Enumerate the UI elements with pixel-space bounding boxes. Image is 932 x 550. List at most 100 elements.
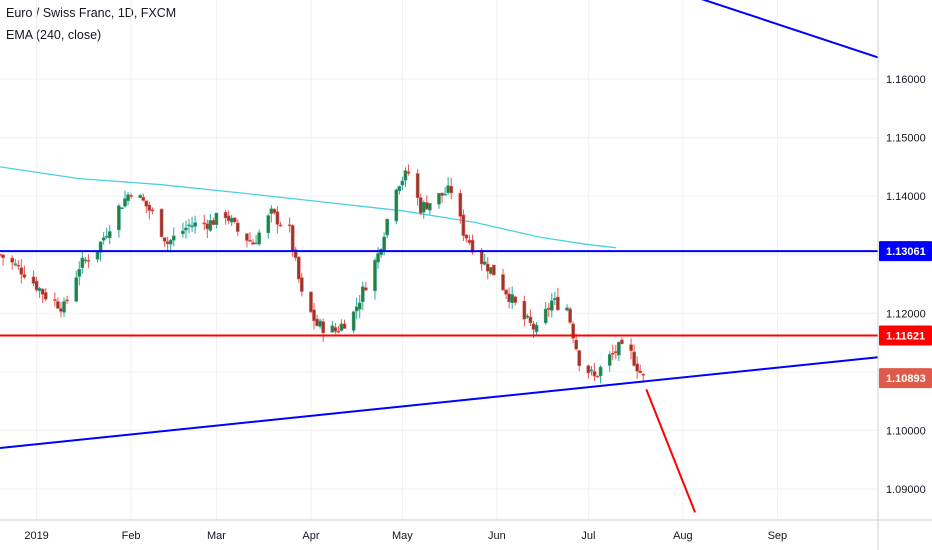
candle-body (610, 352, 615, 355)
candle-body (287, 224, 292, 227)
trend-line (0, 356, 879, 449)
candle-body (117, 205, 121, 231)
candle-body (13, 263, 18, 265)
candle-body (373, 260, 377, 292)
price-axis[interactable]: 1.090001.100001.110001.120001.130001.140… (886, 74, 926, 496)
candle-body (34, 280, 39, 291)
candle-body (159, 208, 164, 238)
candle-body (1, 254, 5, 258)
candle-body (428, 203, 432, 211)
candle-body (617, 341, 621, 356)
candle-body (232, 217, 237, 223)
candle-body (443, 193, 447, 196)
candle-body (245, 233, 249, 241)
candle-body (251, 242, 255, 245)
candle-body (126, 194, 130, 202)
candle-body (440, 192, 444, 196)
candle-body (577, 350, 582, 366)
candle-body (458, 192, 463, 217)
time-tick-label: May (392, 530, 413, 542)
candle-body (205, 223, 210, 230)
candle-body (184, 227, 188, 231)
candle-body (211, 220, 216, 225)
price-tag-label: 1.13061 (886, 246, 926, 258)
candle-body (171, 235, 176, 241)
candle-body (376, 253, 380, 263)
candle-body (107, 231, 112, 239)
candle-body (446, 185, 450, 194)
candle-body (501, 274, 505, 291)
candle-body (190, 225, 194, 228)
candle-body (565, 307, 569, 311)
candle-body (123, 198, 127, 207)
candle-body (415, 173, 420, 198)
price-tag-box (879, 241, 932, 262)
candle-body (614, 351, 618, 353)
candle-body (513, 296, 518, 303)
candle-body (187, 224, 191, 227)
candle-body (385, 218, 389, 236)
candle-body (354, 306, 359, 312)
time-tick-label: 2019 (24, 530, 48, 542)
candle-body (144, 200, 149, 207)
price-tick-label: 1.09000 (886, 484, 926, 496)
time-tick-label: Aug (673, 530, 693, 542)
candle-body (56, 301, 60, 309)
candle-body (53, 299, 57, 301)
candle-body (162, 237, 167, 242)
candle-body (59, 308, 63, 312)
candle-body (479, 249, 484, 265)
candle-body (181, 230, 185, 235)
candle-body (553, 298, 557, 300)
candle-body (193, 222, 197, 227)
candle-body (437, 192, 441, 205)
candle-body (226, 215, 231, 221)
candle-body (507, 293, 511, 303)
candle-body (296, 256, 301, 280)
candle-body (150, 209, 155, 212)
candle-body (403, 170, 408, 181)
drawn-lines[interactable] (0, 0, 879, 513)
candle-body (208, 220, 213, 231)
candle-body (549, 300, 554, 311)
candle-body (272, 208, 277, 214)
price-tag-label: 1.11621 (886, 330, 925, 342)
candle-body (357, 302, 362, 310)
candle-body (400, 180, 405, 186)
candle-body (22, 274, 27, 278)
candle-body (147, 204, 152, 211)
candle-body (309, 291, 313, 313)
candle-body (10, 257, 14, 263)
time-tick-label: Jun (488, 530, 506, 542)
candle-body (235, 222, 240, 232)
candle-body (16, 264, 21, 267)
candle-body (504, 289, 508, 295)
candle-body (336, 330, 341, 333)
candle-body (266, 215, 271, 234)
candle-body (269, 208, 274, 214)
candle-body (86, 260, 91, 262)
candle-body (470, 240, 475, 253)
candle-body (556, 296, 560, 311)
candle-body (19, 267, 24, 275)
candle-body (342, 323, 347, 329)
candle-body (528, 316, 533, 324)
time-axis[interactable]: 2019 Feb Mar Apr May Jun Jul Aug Sep (24, 530, 787, 542)
price-tags: 1.13061 1.11621 1.10893 (879, 241, 932, 389)
candle-body (165, 241, 170, 245)
candle-body (101, 237, 106, 241)
candle-body (467, 239, 472, 243)
time-tick-label: Apr (302, 530, 319, 542)
indicator-legend: EMA (240, close) (6, 28, 102, 42)
candle-body (318, 320, 322, 327)
candle-body (129, 195, 133, 197)
candle-body (62, 301, 66, 313)
candles (0, 164, 646, 384)
candle-body (406, 171, 411, 174)
candle-body (364, 287, 368, 291)
candle-body (543, 308, 548, 324)
candle-body (141, 196, 146, 201)
candle-body (568, 308, 572, 323)
candle-body (293, 249, 298, 258)
